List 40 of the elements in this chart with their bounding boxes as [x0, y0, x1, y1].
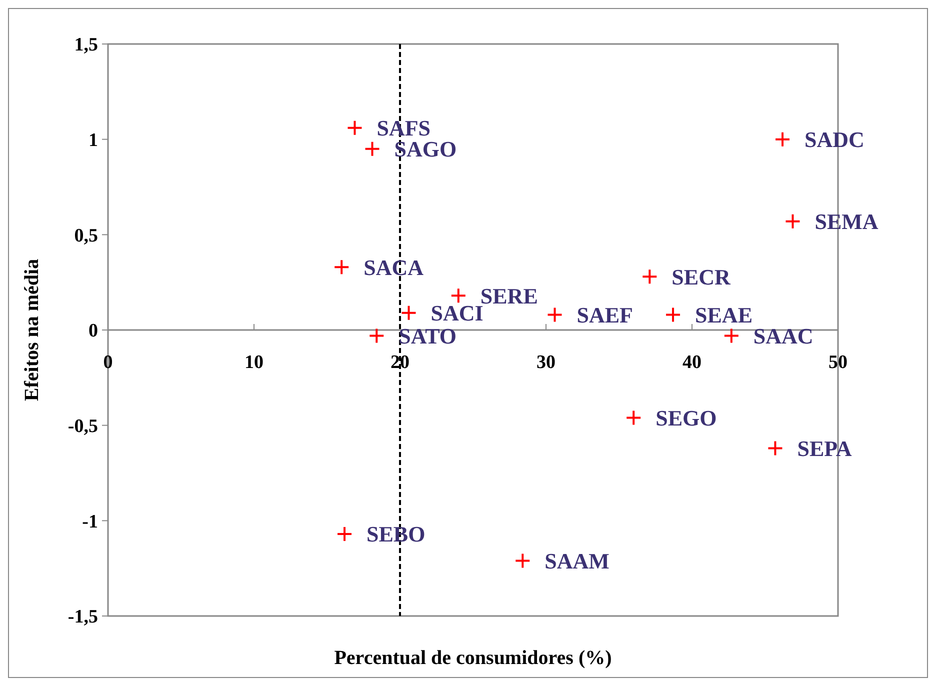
- point: [364, 140, 380, 157]
- x-tick-label: 40: [682, 352, 702, 373]
- y-tick-label: -0,5: [68, 416, 98, 437]
- annotation: SEAE: [695, 302, 753, 328]
- point: [642, 268, 658, 285]
- point: [784, 213, 801, 230]
- annotation: SATO: [398, 323, 457, 348]
- y-tick-label: 0,5: [74, 225, 98, 246]
- point: [774, 131, 791, 148]
- point: [546, 306, 563, 323]
- annotation: SAEF: [576, 302, 634, 328]
- point: [334, 259, 350, 276]
- y-axis-title: Efeitos na média: [21, 258, 43, 402]
- point: [346, 120, 363, 136]
- point: [626, 410, 642, 426]
- x-tick-label: 20: [390, 352, 410, 373]
- point: [767, 440, 784, 456]
- annotation: SAAM: [544, 548, 610, 574]
- annotation: SECR: [672, 264, 732, 290]
- y-tick-label: 0: [88, 320, 98, 342]
- annotation: SACA: [364, 254, 424, 280]
- annotation: SAAC: [753, 323, 814, 348]
- x-tick-label: 10: [244, 352, 264, 373]
- point: [336, 526, 353, 542]
- point: [665, 306, 682, 323]
- point: [723, 328, 740, 344]
- point: [450, 288, 466, 304]
- x-tick-label: 0: [103, 352, 113, 373]
- point: [514, 552, 531, 569]
- point: [368, 328, 385, 344]
- x-tick-label: 50: [828, 352, 848, 373]
- y-tick-label: -1,5: [68, 606, 98, 628]
- y-tick-label: 1: [88, 130, 98, 151]
- annotation: SEBO: [366, 522, 426, 547]
- x-axis-title: Percentual de consumidores (%): [334, 647, 612, 669]
- annotation: SEGO: [656, 405, 717, 430]
- x-tick-label: 30: [536, 352, 556, 373]
- y-tick-label: 1,5: [74, 34, 98, 56]
- y-tick-label: -1: [82, 511, 98, 532]
- point: [400, 304, 417, 321]
